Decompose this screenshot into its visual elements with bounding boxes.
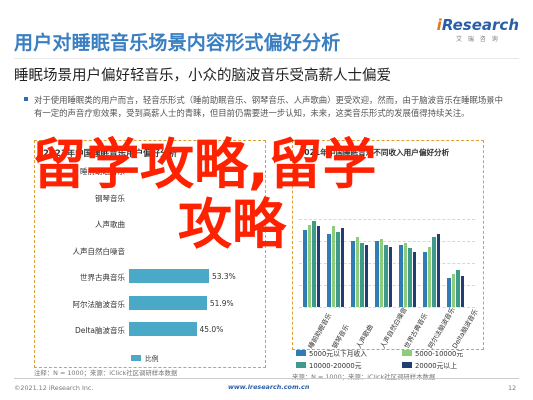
right-chart-bar	[303, 230, 307, 307]
left-chart-category-label: 世界古典音乐	[80, 273, 125, 282]
left-chart-category-label: 人声自然白噪音	[72, 246, 126, 256]
right-chart-bar	[351, 241, 355, 307]
right-chart-gridline	[299, 219, 475, 220]
right-chart-bar	[375, 241, 379, 307]
right-legend-label: 20000元以上	[415, 362, 458, 370]
right-legend-swatch	[402, 350, 412, 356]
right-chart-bar	[427, 246, 432, 307]
left-chart-title: 2021年中国睡眠音乐用户偏好分析	[43, 149, 178, 159]
left-chart-bar	[129, 322, 197, 336]
right-legend: 5000元以下月收入 5000-10000元 10000-20000元 20000元以…	[292, 346, 482, 372]
left-chart-category-label: 睡前助眠音乐	[80, 167, 125, 176]
footer-site: www.iresearch.com.cn	[228, 383, 309, 391]
left-chart-panel: 2021年中国睡眠音乐用户偏好分析 睡前助眠音乐钢琴音乐人声歌曲人声自然白噪音世…	[34, 140, 266, 368]
right-chart-bar	[432, 237, 436, 307]
overlay-text-line2: 攻略	[178, 193, 286, 256]
right-legend-label: 5000-10000元	[415, 350, 464, 358]
left-chart-category-label: 阿尔法脑波音乐	[72, 299, 126, 309]
left-legend-label: 比例	[145, 355, 159, 363]
left-chart-value-label: 45.0%	[199, 325, 224, 334]
page-subtitle: 睡眠场景用户偏好轻音乐，小众的脑波音乐受高薪人士偏爱	[14, 68, 391, 84]
page-number: 12	[508, 384, 517, 392]
right-legend-item: 20000元以上	[402, 360, 457, 370]
footer-site-text: www.iresearch.com.cn	[228, 383, 310, 391]
footer-source: ©2021.12 iResearch Inc.	[14, 384, 94, 392]
left-chart-category-label: Delta脑波音乐	[74, 326, 125, 335]
right-chart-bar	[312, 220, 316, 307]
right-legend-swatch	[296, 350, 306, 356]
left-chart-bar	[129, 269, 209, 283]
right-chart-bar	[327, 233, 331, 307]
right-legend-swatch	[402, 362, 412, 368]
brand-logo-text: Research	[441, 16, 519, 34]
right-chart-bar	[388, 246, 393, 307]
right-chart-bar	[379, 239, 384, 307]
brand-logo: iResearch	[436, 16, 519, 34]
right-chart-title: 2021年中国睡眠音乐不同收入用户偏好分析	[299, 148, 450, 157]
description-paragraph: 对于使用睡眠类的用户而言，轻音乐形式（睡前助眠音乐、钢琴音乐、人声歌曲）更受欢迎…	[24, 94, 504, 120]
right-chart-bar	[408, 248, 412, 307]
right-chart-gridline	[299, 241, 475, 242]
right-legend-swatch	[296, 362, 306, 368]
right-chart-bar	[456, 270, 460, 307]
description-text: 对于使用睡眠类的用户而言，轻音乐形式（睡前助眠音乐、钢琴音乐、人声歌曲）更受欢迎…	[34, 95, 503, 118]
right-legend-item: 5000元以下月收入	[296, 348, 367, 358]
right-legend-item: 5000-10000元	[402, 348, 463, 358]
brand: iResearch 艾 瑞 咨 询	[437, 16, 519, 43]
right-chart-bar	[316, 226, 321, 307]
left-chart-category-label: 人声歌曲	[95, 220, 125, 229]
overlay-text-line1: 留学攻略,留学	[32, 133, 377, 196]
right-legend-label: 10000-20000元	[309, 362, 362, 370]
right-chart-bar	[336, 231, 340, 307]
right-chart-bar	[451, 274, 456, 307]
right-chart-panel: 2021年中国睡眠音乐不同收入用户偏好分析 睡前助眠音乐 钢琴音乐 人声歌曲 人声自然…	[292, 140, 484, 350]
right-chart-bar	[436, 233, 441, 307]
left-chart-value-label: 51.9%	[209, 298, 234, 308]
page-title: 用户对睡眠音乐场景内容形式偏好分析	[14, 32, 341, 54]
left-chart-value-label: 53.3%	[211, 272, 236, 281]
right-chart-bar	[331, 226, 336, 307]
right-legend-label: 5000元以下月收入	[309, 350, 368, 358]
right-chart-bar	[307, 224, 312, 307]
footer-divider	[14, 378, 519, 379]
right-chart-bar	[340, 228, 345, 307]
right-chart-bar	[355, 237, 360, 307]
right-chart-bar	[447, 277, 451, 307]
left-chart-note: 注释：N = 1000；来源：iClick社区调研样本数据	[34, 369, 178, 377]
brand-cn: 艾 瑞 咨 询	[455, 36, 500, 43]
right-legend-item: 10000-20000元	[296, 360, 362, 370]
right-chart-bar	[460, 275, 465, 307]
left-chart-category-label: 钢琴音乐	[95, 193, 125, 203]
right-chart-bar	[360, 242, 364, 307]
right-chart-bar	[364, 244, 369, 307]
right-chart-bar	[412, 252, 417, 307]
right-chart-gridline	[299, 307, 475, 308]
left-legend: 比例	[131, 353, 159, 363]
right-chart-note: 来源：N = 1000；来源：iClick社区调研样本数据	[292, 373, 436, 381]
bullet-icon	[24, 97, 28, 101]
header-divider	[14, 58, 519, 59]
left-legend-swatch	[131, 355, 141, 361]
right-chart-bar	[403, 242, 408, 307]
right-chart-bar	[423, 252, 427, 307]
right-chart-bar	[384, 244, 388, 307]
right-chart-bar	[399, 244, 403, 307]
left-chart-bar	[129, 295, 207, 310]
